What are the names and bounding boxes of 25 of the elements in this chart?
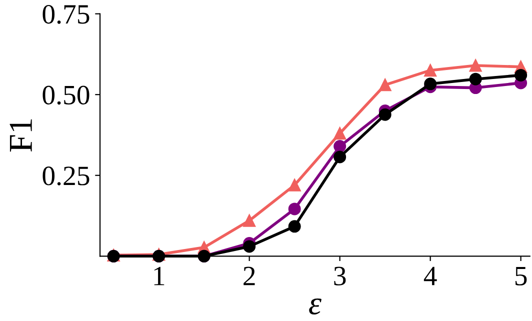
y-tick-label: 0.50 [42, 86, 90, 105]
y-tick-label: 0.25 [42, 166, 90, 186]
point [469, 72, 482, 86]
point [243, 240, 256, 253]
y-tick-label: 0.75 [42, 4, 90, 24]
point [334, 127, 346, 140]
point [334, 140, 346, 153]
point [424, 64, 437, 77]
x-tick-label: 3 [334, 266, 346, 286]
point [378, 108, 392, 121]
point [288, 202, 301, 216]
point [424, 78, 437, 90]
x-tick-label: 2 [244, 266, 255, 286]
point [243, 214, 256, 227]
point [514, 68, 528, 82]
x-tick-label: 5 [515, 266, 527, 286]
x-tick-label: 4 [424, 266, 437, 286]
y-axis-title: F1 [10, 119, 32, 152]
point [334, 150, 346, 164]
point [378, 78, 392, 92]
x-tick-label: 1 [154, 266, 164, 286]
point [288, 220, 301, 233]
x-axis-title: ε [309, 298, 322, 315]
point [288, 178, 301, 192]
point [469, 59, 482, 72]
